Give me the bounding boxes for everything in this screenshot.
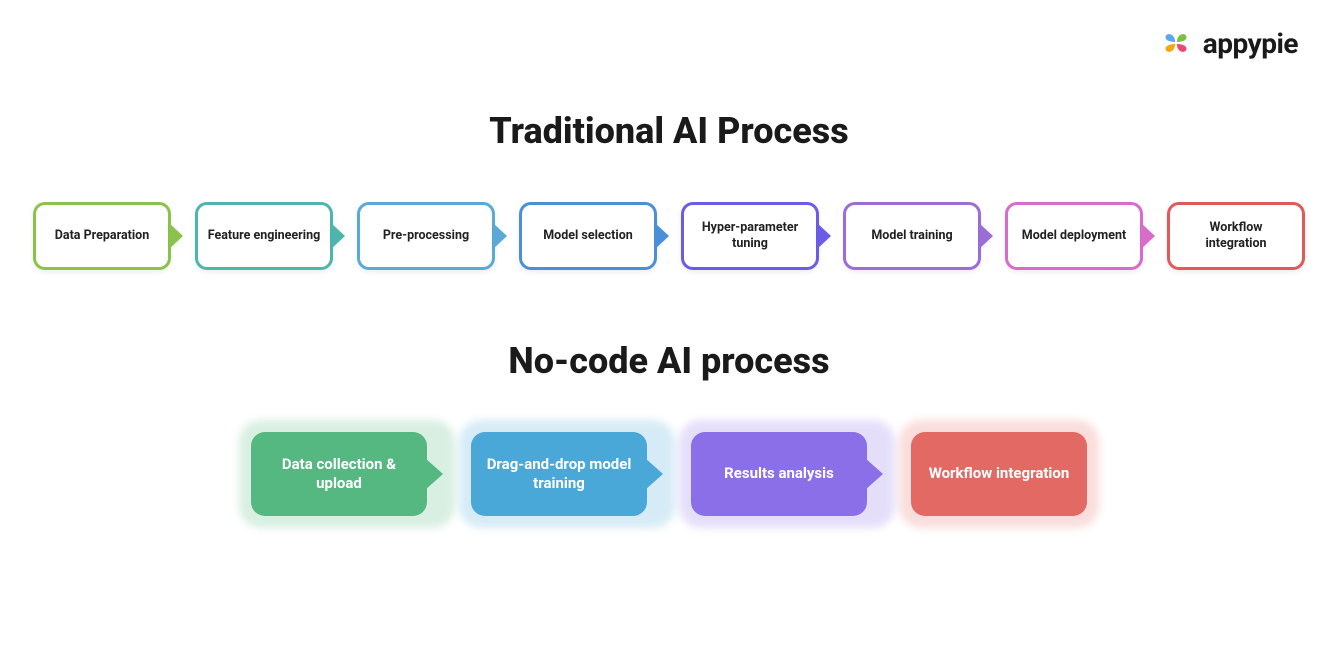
appypie-logo-icon [1157, 24, 1195, 62]
arrow-right-icon [1141, 223, 1155, 249]
arrow-right-icon [817, 223, 831, 249]
arrow-right-icon [655, 223, 669, 249]
traditional-step: Pre-processing [357, 202, 507, 270]
arrow-right-icon [979, 223, 993, 249]
traditional-step: Data Preparation [33, 202, 183, 270]
traditional-step-label: Model training [846, 205, 978, 267]
nocode-step-label: Data collection & upload [251, 432, 427, 516]
brand-logo: appypie [1157, 24, 1298, 62]
nocode-step: Data collection & upload [251, 432, 443, 516]
brand-name: appypie [1203, 27, 1298, 60]
nocode-step-label: Workflow integration [911, 432, 1087, 516]
arrow-right-icon [169, 223, 183, 249]
arrow-right-icon [331, 223, 345, 249]
nocode-step: Drag-and-drop model training [471, 432, 663, 516]
traditional-step-label: Data Preparation [36, 205, 168, 267]
arrow-right-icon [645, 458, 663, 490]
nocode-flow: Data collection & upload Drag-and-drop mo… [0, 432, 1338, 516]
traditional-step-label: Model deployment [1008, 205, 1140, 267]
traditional-title: Traditional AI Process [0, 110, 1338, 152]
nocode-title: No-code AI process [0, 340, 1338, 382]
traditional-step-label: Workflow integration [1170, 205, 1302, 267]
traditional-step-label: Hyper-parameter tuning [684, 205, 816, 267]
nocode-step-label: Results analysis [691, 432, 867, 516]
arrow-right-icon [865, 458, 883, 490]
arrow-right-icon [425, 458, 443, 490]
traditional-step: Model deployment [1005, 202, 1155, 270]
traditional-step: Model selection [519, 202, 669, 270]
nocode-step: Workflow integration [911, 432, 1087, 516]
traditional-step: Workflow integration [1167, 202, 1305, 270]
traditional-step: Model training [843, 202, 993, 270]
nocode-step-label: Drag-and-drop model training [471, 432, 647, 516]
traditional-step-label: Feature engineering [198, 205, 330, 267]
traditional-step: Feature engineering [195, 202, 345, 270]
traditional-flow: Data Preparation Feature engineering Pre-p… [0, 202, 1338, 270]
traditional-step-label: Model selection [522, 205, 654, 267]
arrow-right-icon [493, 223, 507, 249]
diagram-content: Traditional AI Process Data Preparation F… [0, 0, 1338, 516]
traditional-step: Hyper-parameter tuning [681, 202, 831, 270]
traditional-step-label: Pre-processing [360, 205, 492, 267]
nocode-step: Results analysis [691, 432, 883, 516]
